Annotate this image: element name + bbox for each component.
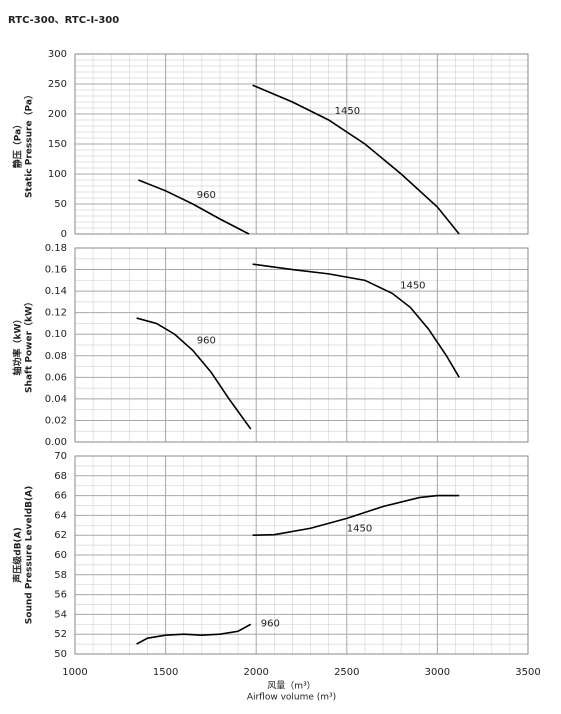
y-tick-label: 60 bbox=[54, 550, 67, 561]
y-tick-label: 0.16 bbox=[45, 265, 67, 276]
series-line bbox=[252, 84, 460, 235]
y-tick-label: 300 bbox=[48, 49, 67, 60]
series-line bbox=[136, 623, 252, 645]
y-tick-label: 58 bbox=[54, 570, 67, 581]
y-axis-label: Sound Pressure LeveldB(A) bbox=[25, 486, 35, 624]
y-tick-label: 68 bbox=[54, 471, 67, 482]
x-tick-label: 2000 bbox=[243, 667, 268, 678]
series-line bbox=[136, 317, 252, 430]
y-tick-label: 250 bbox=[48, 79, 67, 90]
y-tick-label: 50 bbox=[54, 649, 67, 660]
y-tick-label: 0.10 bbox=[45, 329, 67, 340]
series-label: 1450 bbox=[335, 106, 360, 117]
series-label: 1450 bbox=[347, 523, 372, 534]
y-tick-label: 150 bbox=[48, 139, 67, 150]
x-tick-label: 1500 bbox=[153, 667, 178, 678]
series-line bbox=[138, 179, 250, 235]
x-tick-label: 2500 bbox=[334, 667, 359, 678]
series-label: 960 bbox=[197, 335, 216, 346]
series-label: 1450 bbox=[400, 280, 425, 291]
y-tick-label: 0.00 bbox=[45, 437, 67, 448]
y-tick-label: 200 bbox=[48, 109, 67, 120]
plot-frame bbox=[74, 53, 529, 235]
series-line bbox=[252, 263, 460, 378]
y-tick-label: 56 bbox=[54, 590, 67, 601]
y-tick-label: 0.08 bbox=[45, 351, 67, 362]
chart-title: RTC-300、RTC-I-300 bbox=[8, 15, 119, 26]
y-tick-label: 0 bbox=[61, 229, 67, 240]
y-tick-label: 100 bbox=[48, 169, 67, 180]
series-label: 960 bbox=[261, 618, 280, 629]
y-tick-label: 0.06 bbox=[45, 372, 67, 383]
series-line bbox=[252, 494, 460, 536]
x-axis-label: 风量（m³） bbox=[267, 681, 315, 692]
x-tick-label: 1000 bbox=[62, 667, 87, 678]
y-tick-label: 0.04 bbox=[45, 394, 67, 405]
y-tick-label: 0.18 bbox=[45, 243, 67, 254]
y-tick-label: 50 bbox=[54, 199, 67, 210]
x-tick-label: 3000 bbox=[425, 667, 450, 678]
y-tick-label: 0.14 bbox=[45, 286, 67, 297]
series-label: 960 bbox=[197, 190, 216, 201]
y-axis-label: 静压（Pa） bbox=[12, 120, 24, 168]
y-tick-label: 52 bbox=[54, 629, 67, 640]
y-axis-label: Shaft Power（kW） bbox=[24, 297, 35, 393]
plot-frame bbox=[74, 247, 529, 443]
y-tick-label: 0.02 bbox=[45, 415, 67, 426]
y-tick-label: 66 bbox=[54, 491, 67, 502]
y-axis-label: Static Pressure（Pa） bbox=[24, 90, 35, 198]
x-tick-label: 3500 bbox=[515, 667, 540, 678]
y-tick-label: 0.12 bbox=[45, 308, 67, 319]
x-axis-label: Airflow volume (m³) bbox=[247, 693, 336, 703]
y-axis-label: 轴功率（kW） bbox=[12, 315, 24, 376]
plot-frame bbox=[74, 455, 529, 655]
y-tick-label: 62 bbox=[54, 530, 67, 541]
y-tick-label: 54 bbox=[54, 609, 67, 620]
y-axis-label: 声压级dB(A) bbox=[12, 527, 24, 584]
y-tick-label: 64 bbox=[54, 510, 67, 521]
y-tick-label: 70 bbox=[54, 451, 67, 462]
